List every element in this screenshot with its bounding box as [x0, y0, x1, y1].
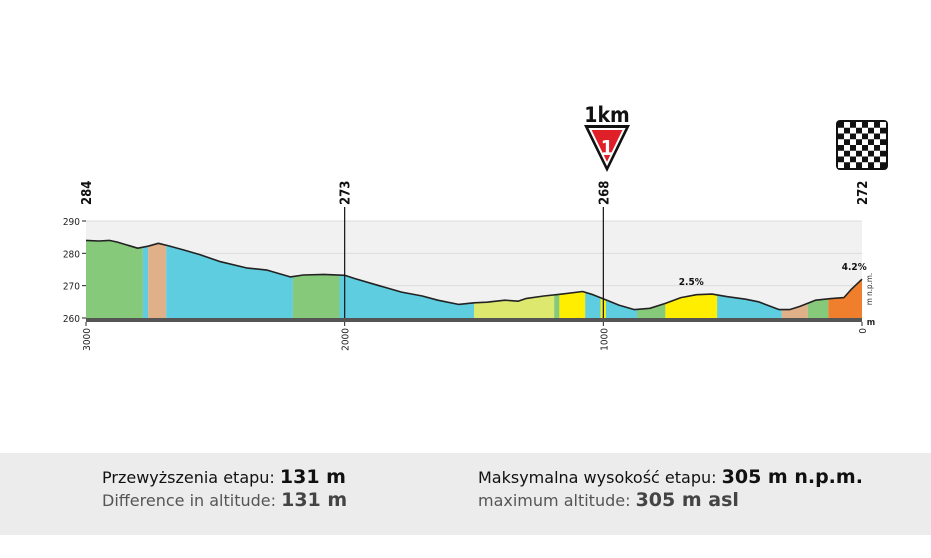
gradient-band: [142, 246, 149, 318]
gradient-band: [474, 294, 555, 318]
gradient-band: [781, 303, 808, 318]
gradient-label: 2.5%: [679, 277, 704, 288]
difference-pl-value: 131 m: [279, 466, 346, 488]
finish-flag-square: [850, 156, 856, 163]
difference-en-label: Difference in altitude:: [102, 491, 277, 510]
finish-flag-square: [868, 162, 874, 168]
y-tick-label: 270: [63, 282, 80, 293]
finish-flag-square: [868, 127, 874, 134]
gradient-band: [148, 243, 167, 318]
waypoint-altitude-label: 273: [339, 181, 354, 205]
finish-flag-square: [862, 122, 868, 128]
finish-flag-square: [862, 145, 868, 151]
y-tick-label: 290: [63, 217, 80, 228]
y-axis-ticks: 260 270 280 290: [63, 217, 86, 325]
max-en-label: maximum altitude:: [478, 491, 631, 510]
finish-flag-square: [874, 156, 880, 163]
y-axis-label: m n.p.m.: [865, 273, 874, 305]
finish-flag-square: [844, 150, 850, 157]
x-tick-label: 2000: [341, 328, 352, 351]
profile-line: [85, 239, 863, 311]
y-tick-label: 280: [63, 249, 80, 260]
difference-pl-label: Przewyższenia etapu:: [102, 468, 275, 487]
difference-en-value: 131 m: [281, 489, 348, 511]
finish-flag-square: [874, 133, 880, 140]
gradient-labels: 2.5% 4.2%: [679, 262, 867, 288]
finish-flag-square: [850, 133, 856, 140]
gradient-band: [665, 294, 718, 318]
gradient-band: [828, 279, 862, 318]
gradient-band: [637, 303, 666, 318]
max-pl-value: 305 m n.p.m.: [721, 466, 863, 488]
last-km-number: 1: [601, 136, 614, 160]
finish-flag-square: [850, 122, 856, 128]
gradient-label: 4.2%: [842, 262, 867, 273]
x-tick-label: 0: [858, 328, 869, 334]
max-en-value: 305 m asl: [635, 489, 739, 511]
max-pl-label: Maksymalna wysokość etapu:: [478, 468, 717, 487]
finish-flag-square: [856, 150, 862, 157]
finish-flag-square: [844, 127, 850, 134]
waypoint-altitude-label: 284: [80, 181, 95, 205]
finish-flag-square: [874, 122, 880, 128]
finish-flag-square: [838, 122, 844, 128]
finish-flag-square: [880, 127, 886, 134]
waypoint-altitude-label: 272: [856, 181, 871, 205]
finish-flag-square: [838, 145, 844, 151]
finish-flag-square: [880, 139, 886, 145]
finish-flag-square: [862, 133, 868, 140]
gradient-band: [292, 274, 340, 318]
gradient-band: [585, 292, 601, 318]
gradient-band: [554, 294, 560, 318]
y-tick-label: 260: [63, 314, 80, 325]
gradient-band: [166, 245, 293, 318]
gradient-band: [717, 294, 782, 318]
finish-flag-square: [862, 156, 868, 163]
baseline-bar: [86, 318, 862, 322]
gradient-band: [86, 240, 143, 318]
last-km-marker: 1km 1: [584, 103, 630, 172]
x-tick-label: 1000: [599, 328, 610, 351]
y-unit-label: m: [867, 318, 875, 328]
x-tick-label: 3000: [82, 328, 93, 351]
gradient-band: [339, 275, 474, 318]
x-axis-ticks: 3000 2000 1000 0: [82, 322, 869, 351]
finish-flag-square: [856, 139, 862, 145]
last-km-label: 1km: [584, 103, 629, 127]
finish-flag-icon: [836, 120, 888, 170]
waypoint-markers: 284 273 268 272: [80, 181, 871, 318]
finish-flag-square: [868, 150, 874, 157]
max-altitude-stat: Maksymalna wysokość etapu: 305 m n.p.m. …: [478, 466, 863, 512]
gradient-band: [807, 298, 829, 318]
finish-flag-square: [880, 162, 886, 168]
gradient-band: [605, 299, 637, 318]
finish-flag-square: [844, 162, 850, 168]
gradient-band: [559, 291, 586, 318]
finish-flag-square: [838, 156, 844, 163]
gradient-bands: [86, 240, 862, 318]
finish-flag-square: [880, 150, 886, 157]
finish-flag-square: [874, 145, 880, 151]
difference-stat: Przewyższenia etapu: 131 m Difference in…: [102, 466, 347, 512]
waypoint-altitude-label: 268: [597, 181, 612, 205]
stats-footer: Przewyższenia etapu: 131 m Difference in…: [0, 453, 931, 535]
finish-flag-square: [868, 139, 874, 145]
finish-flag-square: [856, 127, 862, 134]
finish-flag-square: [850, 145, 856, 151]
last-km-triangle: [588, 128, 626, 167]
finish-flag-square: [844, 139, 850, 145]
finish-flag-square: [838, 133, 844, 140]
finish-flag-square: [856, 162, 862, 168]
